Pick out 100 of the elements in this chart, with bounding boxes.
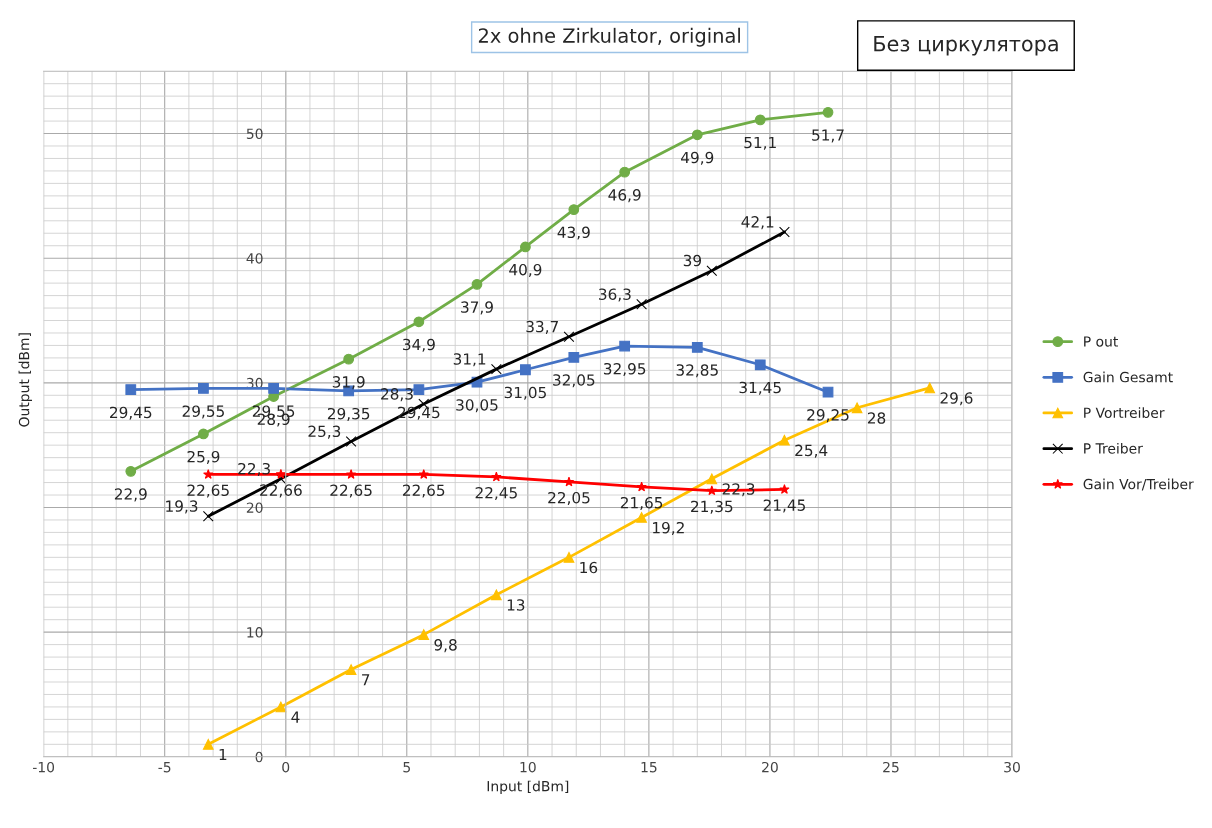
data-label: 31,05 bbox=[504, 386, 546, 400]
data-label: 51,7 bbox=[812, 129, 844, 143]
x-tick-label: 15 bbox=[641, 762, 657, 773]
x-tick-label: 10 bbox=[520, 761, 536, 773]
data-label: 42,1 bbox=[741, 216, 774, 230]
data-label: 29,45 bbox=[110, 406, 152, 420]
point bbox=[490, 589, 502, 601]
point bbox=[203, 469, 214, 479]
point bbox=[198, 428, 209, 440]
point bbox=[706, 265, 718, 277]
data-label: 32,05 bbox=[553, 374, 595, 388]
point bbox=[636, 298, 647, 310]
point bbox=[471, 278, 483, 290]
y-tick-label: 50 bbox=[246, 128, 263, 140]
point bbox=[520, 364, 531, 376]
point bbox=[125, 384, 137, 396]
data-label: 32,95 bbox=[603, 363, 646, 377]
point bbox=[706, 473, 718, 485]
point bbox=[568, 351, 580, 363]
point bbox=[636, 512, 647, 523]
data-label: 16 bbox=[580, 561, 598, 574]
data-label: 22,9 bbox=[114, 488, 147, 502]
point bbox=[779, 434, 790, 446]
y-tick-label: 0 bbox=[255, 751, 263, 763]
point bbox=[418, 629, 430, 641]
point bbox=[822, 386, 834, 398]
point bbox=[924, 382, 936, 394]
x-axis-title: Input [dBm] bbox=[487, 780, 569, 795]
point bbox=[636, 481, 647, 492]
point bbox=[202, 510, 214, 522]
data-label: 29,6 bbox=[940, 392, 973, 406]
data-label: 29,55 bbox=[182, 405, 224, 419]
data-label: 29,35 bbox=[327, 407, 370, 421]
point bbox=[198, 383, 209, 394]
legend-label: P Treiber bbox=[1084, 442, 1143, 454]
x-tick-label: -5 bbox=[158, 762, 171, 773]
data-label: 21,65 bbox=[620, 496, 663, 511]
point bbox=[418, 469, 429, 479]
point bbox=[413, 316, 425, 328]
point bbox=[706, 485, 717, 496]
x-tick-label: 25 bbox=[883, 761, 899, 773]
y-tick-label: 10 bbox=[247, 627, 263, 638]
point bbox=[268, 383, 279, 394]
x-tick-label: 30 bbox=[1004, 761, 1020, 773]
data-label: 33,7 bbox=[526, 320, 558, 334]
data-label: 22,05 bbox=[548, 491, 590, 506]
point bbox=[345, 436, 357, 447]
legend-label: Gain Vor/Treiber bbox=[1083, 478, 1194, 491]
data-label: 43,9 bbox=[557, 226, 590, 240]
point bbox=[490, 363, 502, 375]
point bbox=[754, 359, 766, 371]
data-label: 36,3 bbox=[599, 288, 631, 302]
data-label: 34,9 bbox=[403, 338, 435, 352]
data-label: 51,1 bbox=[744, 136, 776, 150]
point bbox=[563, 476, 575, 487]
x-tick-label: -10 bbox=[32, 761, 55, 773]
legend-label: Gain Gesamt bbox=[1083, 371, 1173, 383]
point bbox=[413, 384, 425, 396]
legend-label: P out bbox=[1084, 336, 1118, 347]
point bbox=[779, 484, 790, 494]
data-label: 22,65 bbox=[187, 484, 229, 498]
point bbox=[491, 471, 502, 482]
point bbox=[563, 331, 575, 343]
data-label: 9,8 bbox=[434, 639, 457, 653]
data-label: 31,1 bbox=[453, 353, 486, 367]
data-label: 21,45 bbox=[763, 499, 805, 513]
point bbox=[202, 738, 214, 750]
data-label: 39 bbox=[683, 254, 702, 267]
data-label: 22,65 bbox=[330, 484, 372, 498]
point bbox=[343, 353, 355, 365]
data-label: 19,2 bbox=[653, 521, 684, 536]
data-label: 49,9 bbox=[681, 151, 714, 165]
point bbox=[125, 465, 137, 477]
x-tick-label: 5 bbox=[403, 762, 410, 773]
data-label: 30,05 bbox=[456, 399, 498, 413]
point bbox=[691, 129, 703, 141]
point bbox=[822, 106, 834, 118]
point bbox=[520, 241, 531, 253]
data-label: 46,9 bbox=[608, 189, 641, 203]
point bbox=[691, 341, 703, 353]
data-label: 1 bbox=[219, 748, 227, 761]
point bbox=[754, 114, 766, 126]
data-label: 25,3 bbox=[308, 425, 341, 439]
point bbox=[851, 402, 863, 414]
legend-label: P Vortreiber bbox=[1084, 407, 1165, 419]
data-label: 22,45 bbox=[475, 486, 517, 501]
data-label: 22,66 bbox=[260, 484, 302, 498]
point bbox=[275, 701, 287, 713]
point bbox=[619, 340, 631, 352]
point bbox=[568, 204, 580, 215]
data-label: 31,9 bbox=[332, 376, 365, 390]
point bbox=[619, 166, 631, 178]
y-tick-label: 20 bbox=[246, 502, 263, 513]
point bbox=[345, 664, 357, 675]
data-label: 32,85 bbox=[676, 364, 718, 378]
data-label: 7 bbox=[362, 674, 370, 686]
point bbox=[275, 468, 287, 479]
text: Без циркулятора bbox=[874, 36, 1058, 56]
data-label: 4 bbox=[291, 711, 300, 723]
point bbox=[345, 469, 357, 479]
